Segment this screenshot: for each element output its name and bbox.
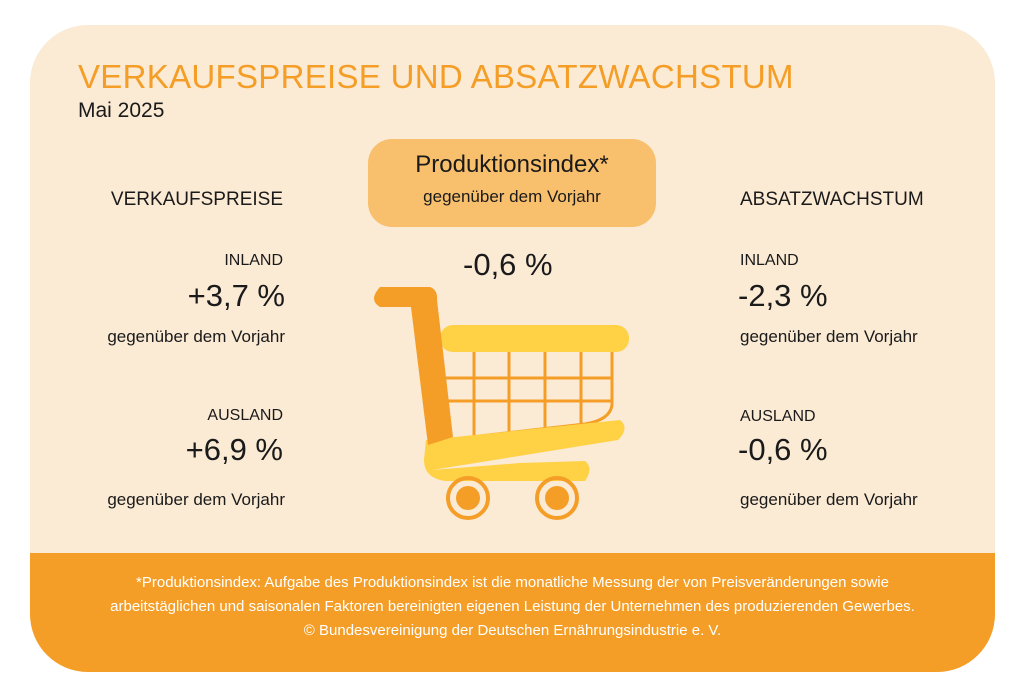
right-heading: ABSATZWACHSTUM	[740, 189, 924, 210]
left-inland-note: gegenüber dem Vorjahr	[107, 327, 285, 346]
page-subtitle: Mai 2025	[78, 99, 165, 122]
footnote-line-1: *Produktionsindex: Aufgabe des Produktio…	[136, 574, 889, 591]
page-title: VERKAUFSPREISE UND ABSATZWACHSTUM	[78, 58, 794, 95]
footnote-line-2: arbeitstäglichen und saisonalen Faktoren…	[110, 598, 915, 615]
infographic-card: *Produktionsindex: Aufgabe des Produktio…	[30, 25, 995, 672]
left-ausland-note: gegenüber dem Vorjahr	[107, 490, 285, 509]
pill-title: Produktionsindex*	[415, 151, 609, 178]
pill-subtitle: gegenüber dem Vorjahr	[423, 187, 601, 206]
left-heading: VERKAUFSPREISE	[110, 189, 283, 210]
left-inland-label: INLAND	[224, 252, 283, 269]
produktionsindex-pill: Produktionsindex* gegenüber dem Vorjahr	[368, 139, 656, 227]
right-inland-value: -2,3 %	[738, 278, 828, 313]
right-ausland-value: -0,6 %	[738, 432, 828, 467]
left-inland-value: +3,7 %	[187, 278, 285, 313]
right-ausland-note: gegenüber dem Vorjahr	[740, 490, 918, 509]
right-inland-note: gegenüber dem Vorjahr	[740, 327, 918, 346]
left-ausland-label: AUSLAND	[207, 407, 283, 424]
left-ausland-value: +6,9 %	[185, 432, 283, 467]
right-ausland-label: AUSLAND	[740, 408, 816, 425]
footnote: *Produktionsindex: Aufgabe des Produktio…	[30, 553, 995, 672]
center-value: -0,6 %	[463, 247, 553, 282]
right-inland-label: INLAND	[740, 252, 799, 269]
copyright: © Bundesvereinigung der Deutschen Ernähr…	[303, 622, 722, 639]
